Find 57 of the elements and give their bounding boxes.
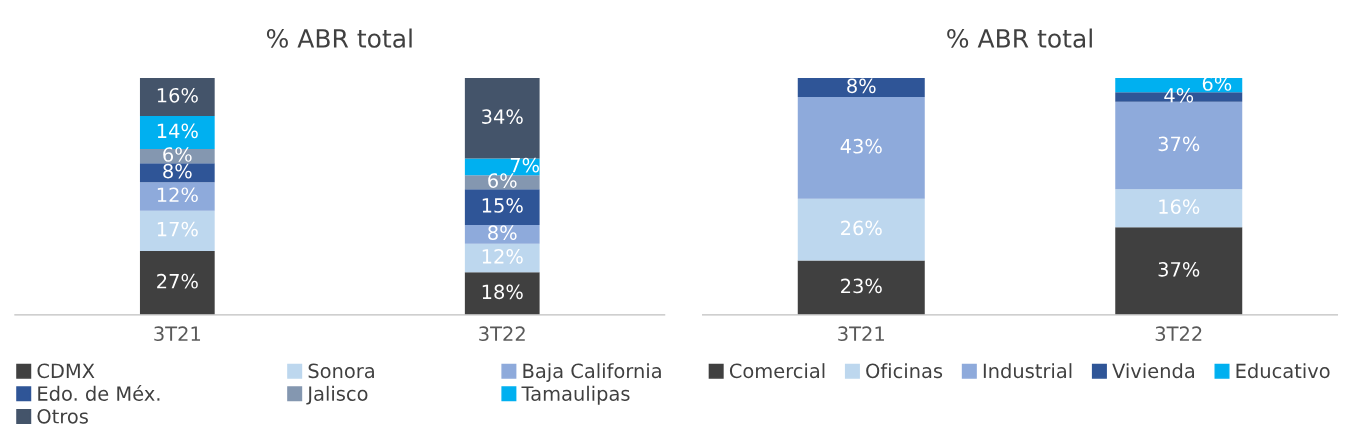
- legend-label: Sonora: [308, 363, 374, 379]
- legend-label: CDMX: [37, 363, 95, 379]
- bar: [139, 182, 215, 211]
- data-label: 12%: [157, 187, 198, 203]
- bar: [1115, 189, 1243, 228]
- bar: [464, 224, 540, 244]
- bar: [464, 243, 540, 273]
- chart-title: % ABR total: [947, 28, 1092, 48]
- x-tick-label: 3T22: [1155, 326, 1202, 342]
- data-label: 26%: [841, 220, 882, 236]
- data-label: 8%: [488, 225, 517, 240]
- data-label: 14%: [157, 123, 198, 139]
- data-label: 34%: [482, 109, 523, 124]
- bar: [139, 210, 215, 251]
- legend-label: Educativo: [1236, 363, 1330, 379]
- x-tick-label: 3T22: [479, 326, 525, 342]
- data-label: 8%: [847, 78, 876, 94]
- chart-title: % ABR total: [266, 28, 412, 48]
- legend-label: Baja California: [523, 363, 661, 382]
- bar: [1115, 101, 1243, 190]
- legend-label: Comercial: [729, 363, 825, 379]
- data-label: 12%: [482, 248, 523, 264]
- data-label: 6%: [163, 147, 192, 162]
- legend-label: Jalisco: [306, 385, 368, 405]
- bar: [464, 189, 540, 225]
- bar: [139, 250, 215, 315]
- x-tick-label: 3T21: [838, 326, 884, 342]
- bar: [797, 260, 925, 315]
- data-label: 16%: [157, 87, 198, 103]
- legend-label: Oficinas: [866, 363, 943, 379]
- bar: [797, 97, 925, 199]
- bar: [139, 163, 215, 183]
- data-label: 6%: [488, 173, 517, 188]
- data-label: 43%: [840, 138, 882, 154]
- data-label: 4%: [1164, 87, 1194, 103]
- data-label: 37%: [1158, 262, 1200, 277]
- bar: [139, 78, 215, 116]
- data-label: 27%: [157, 273, 198, 289]
- legend-label: Edo. de Méx.: [38, 385, 160, 401]
- data-label: 7%: [510, 157, 539, 173]
- x-tick-label: 3T21: [154, 326, 201, 342]
- data-label: 16%: [1159, 199, 1200, 214]
- bar: [1115, 227, 1243, 315]
- data-label: 8%: [163, 163, 192, 179]
- bar: [464, 78, 540, 159]
- bar: [464, 272, 540, 315]
- legend-label: Otros: [37, 408, 88, 424]
- data-label: 18%: [482, 284, 523, 300]
- legend-label: Vivienda: [1112, 363, 1194, 379]
- legend-label: Tamaulipas: [521, 385, 630, 405]
- data-label: 17%: [157, 221, 198, 237]
- bar: [797, 198, 925, 261]
- legend-label: Industrial: [983, 363, 1072, 379]
- bar: [797, 78, 925, 97]
- data-label: 15%: [482, 198, 523, 213]
- data-label: 23%: [841, 278, 882, 294]
- data-label: 37%: [1158, 136, 1200, 152]
